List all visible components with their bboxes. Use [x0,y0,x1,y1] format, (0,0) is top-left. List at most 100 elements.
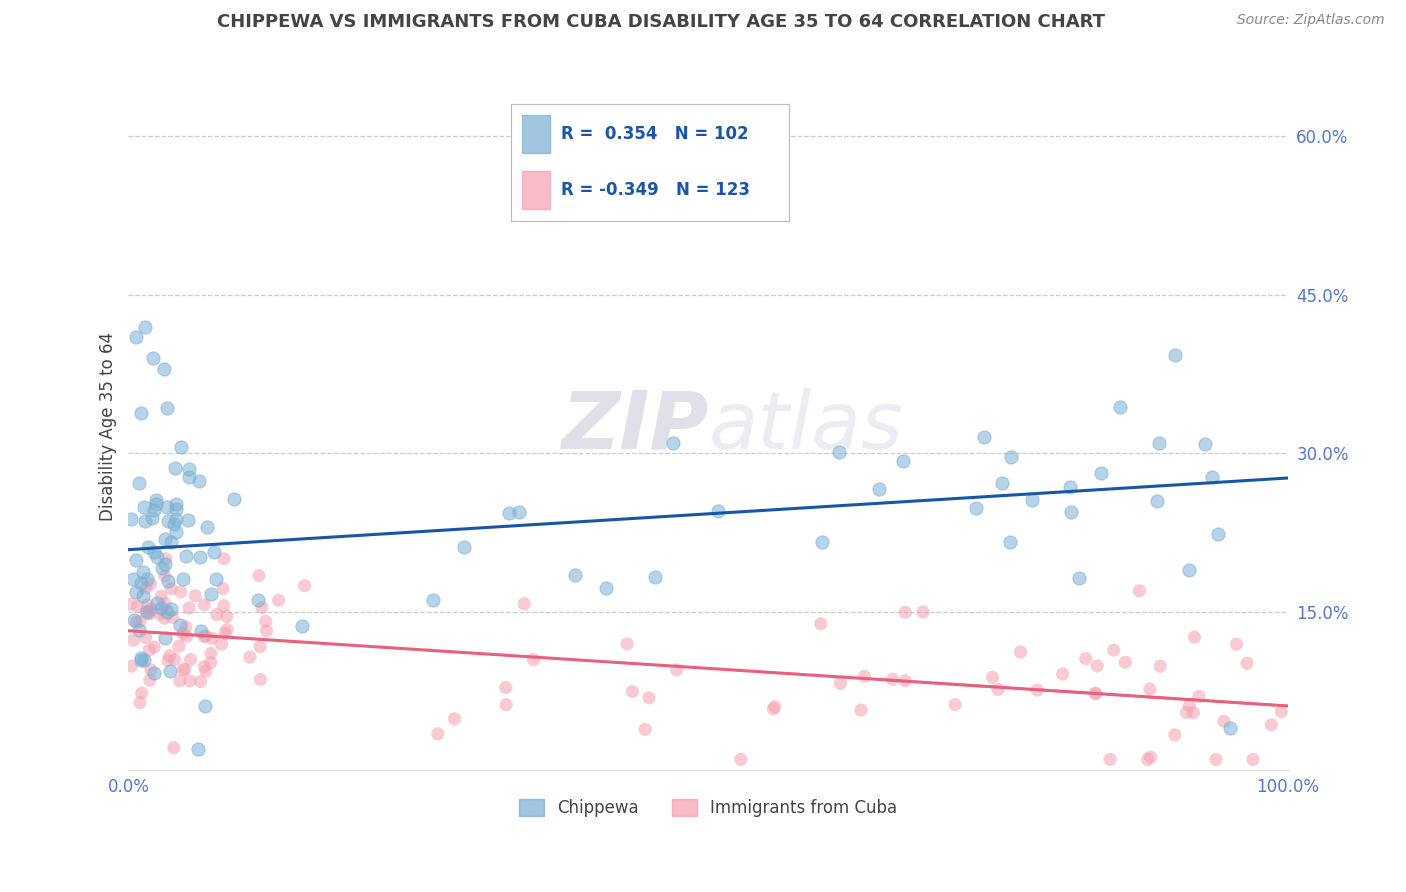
Point [965,501,987,516]
Point [853,669,876,683]
Point [1219,721,1241,735]
Point [212,551,235,566]
Point [239,650,262,665]
Point [139,602,162,616]
Point [145,493,167,508]
Point [1108,400,1130,414]
Point [200,646,222,660]
Point [134,514,156,528]
Point [165,502,187,516]
Point [190,624,212,638]
Point [153,611,176,625]
Point [184,589,207,603]
Point [1178,563,1201,577]
Point [145,596,167,610]
Point [195,520,218,534]
Point [163,740,186,755]
Point [1175,706,1198,720]
Point [139,673,162,688]
Point [1085,659,1108,673]
Point [498,506,520,520]
Point [132,566,155,580]
Point [205,607,228,622]
Text: atlas: atlas [709,388,903,466]
Point [172,572,194,586]
Point [1090,467,1112,481]
Point [135,605,157,619]
Point [1194,437,1216,451]
Point [256,624,278,638]
Point [1099,752,1122,766]
Point [673,129,696,144]
Point [706,504,728,518]
Point [128,623,150,637]
Point [1128,583,1150,598]
Point [188,550,211,565]
Point [131,406,153,420]
Point [200,587,222,601]
Point [150,560,173,574]
Legend: Chippewa, Immigrants from Cuba: Chippewa, Immigrants from Cuba [512,792,904,823]
Point [143,640,166,654]
Text: Source: ZipAtlas.com: Source: ZipAtlas.com [1237,13,1385,28]
Point [128,475,150,490]
Point [134,319,156,334]
Point [149,600,172,615]
Point [136,572,159,586]
Point [136,605,159,619]
Point [167,640,190,654]
Point [1206,527,1229,541]
Point [1114,656,1136,670]
Point [987,682,1010,697]
Point [634,723,657,737]
Point [160,602,183,616]
Point [810,616,832,631]
Point [217,623,239,637]
Point [129,696,152,710]
Point [170,585,193,599]
Point [495,698,517,712]
Point [453,540,475,554]
Point [149,607,172,622]
Point [1084,687,1107,701]
Point [247,568,270,582]
Point [156,401,179,415]
Point [132,590,155,604]
Point [894,605,917,619]
Point [1149,659,1171,673]
Point [142,665,165,680]
Point [159,664,181,678]
Point [1010,645,1032,659]
Point [1260,718,1282,732]
Point [179,673,201,688]
Point [153,569,176,583]
Point [1212,714,1234,729]
Point [153,632,176,646]
Point [169,673,191,688]
Point [156,605,179,619]
Point [991,476,1014,491]
Point [616,637,638,651]
Point [882,672,904,686]
Point [194,664,217,678]
Point [194,698,217,713]
Point [193,630,215,644]
Point [830,676,852,690]
Point [981,670,1004,684]
Point [595,581,617,595]
Point [495,681,517,695]
Point [193,659,215,673]
Point [762,702,785,716]
Point [294,579,316,593]
Point [120,597,142,611]
Point [157,653,180,667]
Point [644,570,666,584]
Point [177,470,200,484]
Point [250,600,273,615]
Point [849,703,872,717]
Point [124,613,146,627]
Point [174,549,197,564]
Point [212,599,235,613]
Point [1164,349,1187,363]
Point [201,631,224,645]
